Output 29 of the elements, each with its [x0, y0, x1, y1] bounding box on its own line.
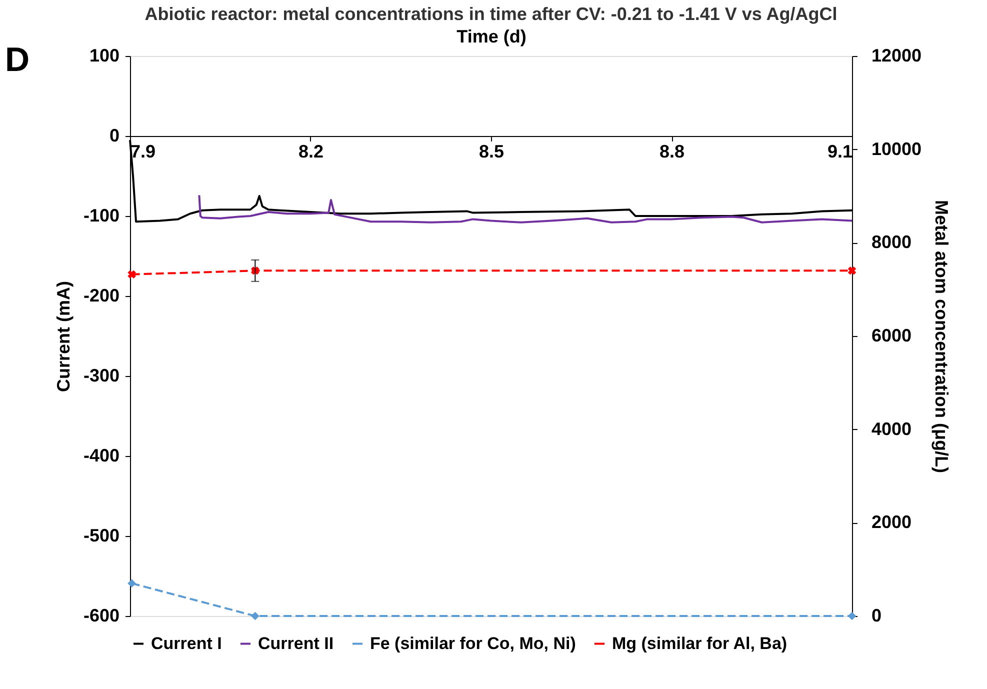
y2-tick-label: 2000: [872, 512, 912, 532]
legend-label: Current I: [151, 634, 222, 653]
line-series: [198, 194, 853, 224]
x-tick-label: 8.2: [298, 142, 324, 162]
x-tick-label: 8.8: [659, 142, 685, 162]
y-tick-label: -500: [83, 526, 120, 546]
text: D: [5, 41, 30, 79]
y-tick-label: -300: [83, 366, 120, 386]
x-tick-label: 9.1: [827, 142, 852, 162]
x-axis-title: Time (d): [456, 26, 526, 46]
legend-label: Mg (similar for Al, Ba): [612, 634, 788, 653]
y2-tick-label: 4000: [872, 418, 912, 439]
y2-tick-label: 8000: [872, 232, 912, 252]
y-tick-label: 100: [89, 46, 120, 66]
x-tick-label: 8.5: [478, 142, 504, 162]
y-tick-label: -100: [83, 206, 120, 226]
y-tick-label: -200: [83, 286, 120, 306]
legend-label: Fe (similar for Co, Mo, Ni): [370, 634, 576, 653]
y2-tick-label: 10000: [872, 138, 922, 159]
y2-axis-title: Metal atom concentration (μg/L): [932, 200, 952, 474]
chart-title: Abiotic reactor: metal concentrations in time after CV: -0.21 to -1.41 V vs Ag/AgCl: [144, 4, 838, 24]
y2-tick-label: 0: [872, 606, 882, 626]
y2-tick-label: 12000: [872, 46, 922, 66]
y-tick-label: -400: [83, 446, 120, 466]
y-tick-label: -600: [83, 606, 120, 626]
legend-label: Current II: [258, 634, 334, 653]
y2-tick-label: 6000: [872, 326, 912, 346]
y-axis-title: Current (mA): [53, 280, 74, 392]
y-tick-label: 0: [109, 126, 120, 146]
